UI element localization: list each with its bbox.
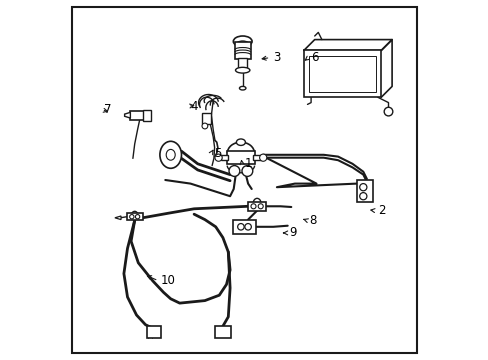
Bar bbox=[146, 326, 161, 338]
Circle shape bbox=[135, 215, 140, 219]
Text: 9: 9 bbox=[289, 226, 296, 239]
Bar bbox=[215, 326, 230, 338]
Circle shape bbox=[258, 204, 263, 209]
Circle shape bbox=[384, 107, 392, 116]
Bar bbox=[356, 180, 372, 202]
Ellipse shape bbox=[253, 198, 261, 208]
Bar bbox=[309, 56, 375, 92]
Circle shape bbox=[242, 166, 252, 176]
Circle shape bbox=[129, 215, 134, 219]
Ellipse shape bbox=[235, 67, 249, 73]
Bar bbox=[227, 151, 254, 164]
Circle shape bbox=[244, 224, 251, 230]
Circle shape bbox=[250, 204, 256, 209]
Bar bbox=[126, 213, 142, 220]
Circle shape bbox=[237, 224, 244, 230]
Text: 1: 1 bbox=[244, 157, 251, 170]
Bar bbox=[221, 155, 228, 160]
Text: 6: 6 bbox=[310, 51, 318, 64]
Polygon shape bbox=[124, 112, 130, 118]
Circle shape bbox=[215, 154, 222, 161]
Text: 2: 2 bbox=[377, 204, 385, 217]
Circle shape bbox=[359, 193, 366, 200]
Text: 8: 8 bbox=[309, 214, 316, 227]
Ellipse shape bbox=[236, 139, 245, 145]
Text: 7: 7 bbox=[104, 103, 111, 116]
Text: 4: 4 bbox=[190, 100, 198, 113]
Ellipse shape bbox=[233, 36, 251, 47]
Circle shape bbox=[259, 154, 266, 161]
Circle shape bbox=[228, 166, 239, 176]
Ellipse shape bbox=[160, 141, 181, 168]
Circle shape bbox=[202, 123, 207, 129]
Ellipse shape bbox=[239, 86, 245, 90]
Ellipse shape bbox=[235, 41, 249, 49]
Bar bbox=[247, 202, 265, 211]
Text: 5: 5 bbox=[213, 147, 221, 159]
Polygon shape bbox=[115, 216, 121, 220]
Bar bbox=[130, 111, 147, 120]
Ellipse shape bbox=[131, 211, 138, 219]
Bar bbox=[253, 155, 260, 160]
Bar bbox=[238, 58, 246, 68]
Ellipse shape bbox=[166, 149, 175, 160]
Bar bbox=[234, 42, 250, 59]
Bar bbox=[232, 220, 256, 234]
Bar bbox=[142, 110, 150, 121]
Circle shape bbox=[359, 184, 366, 191]
Bar bbox=[202, 113, 211, 124]
Text: 10: 10 bbox=[161, 274, 176, 287]
Bar bbox=[303, 50, 381, 97]
Text: 3: 3 bbox=[273, 51, 280, 64]
